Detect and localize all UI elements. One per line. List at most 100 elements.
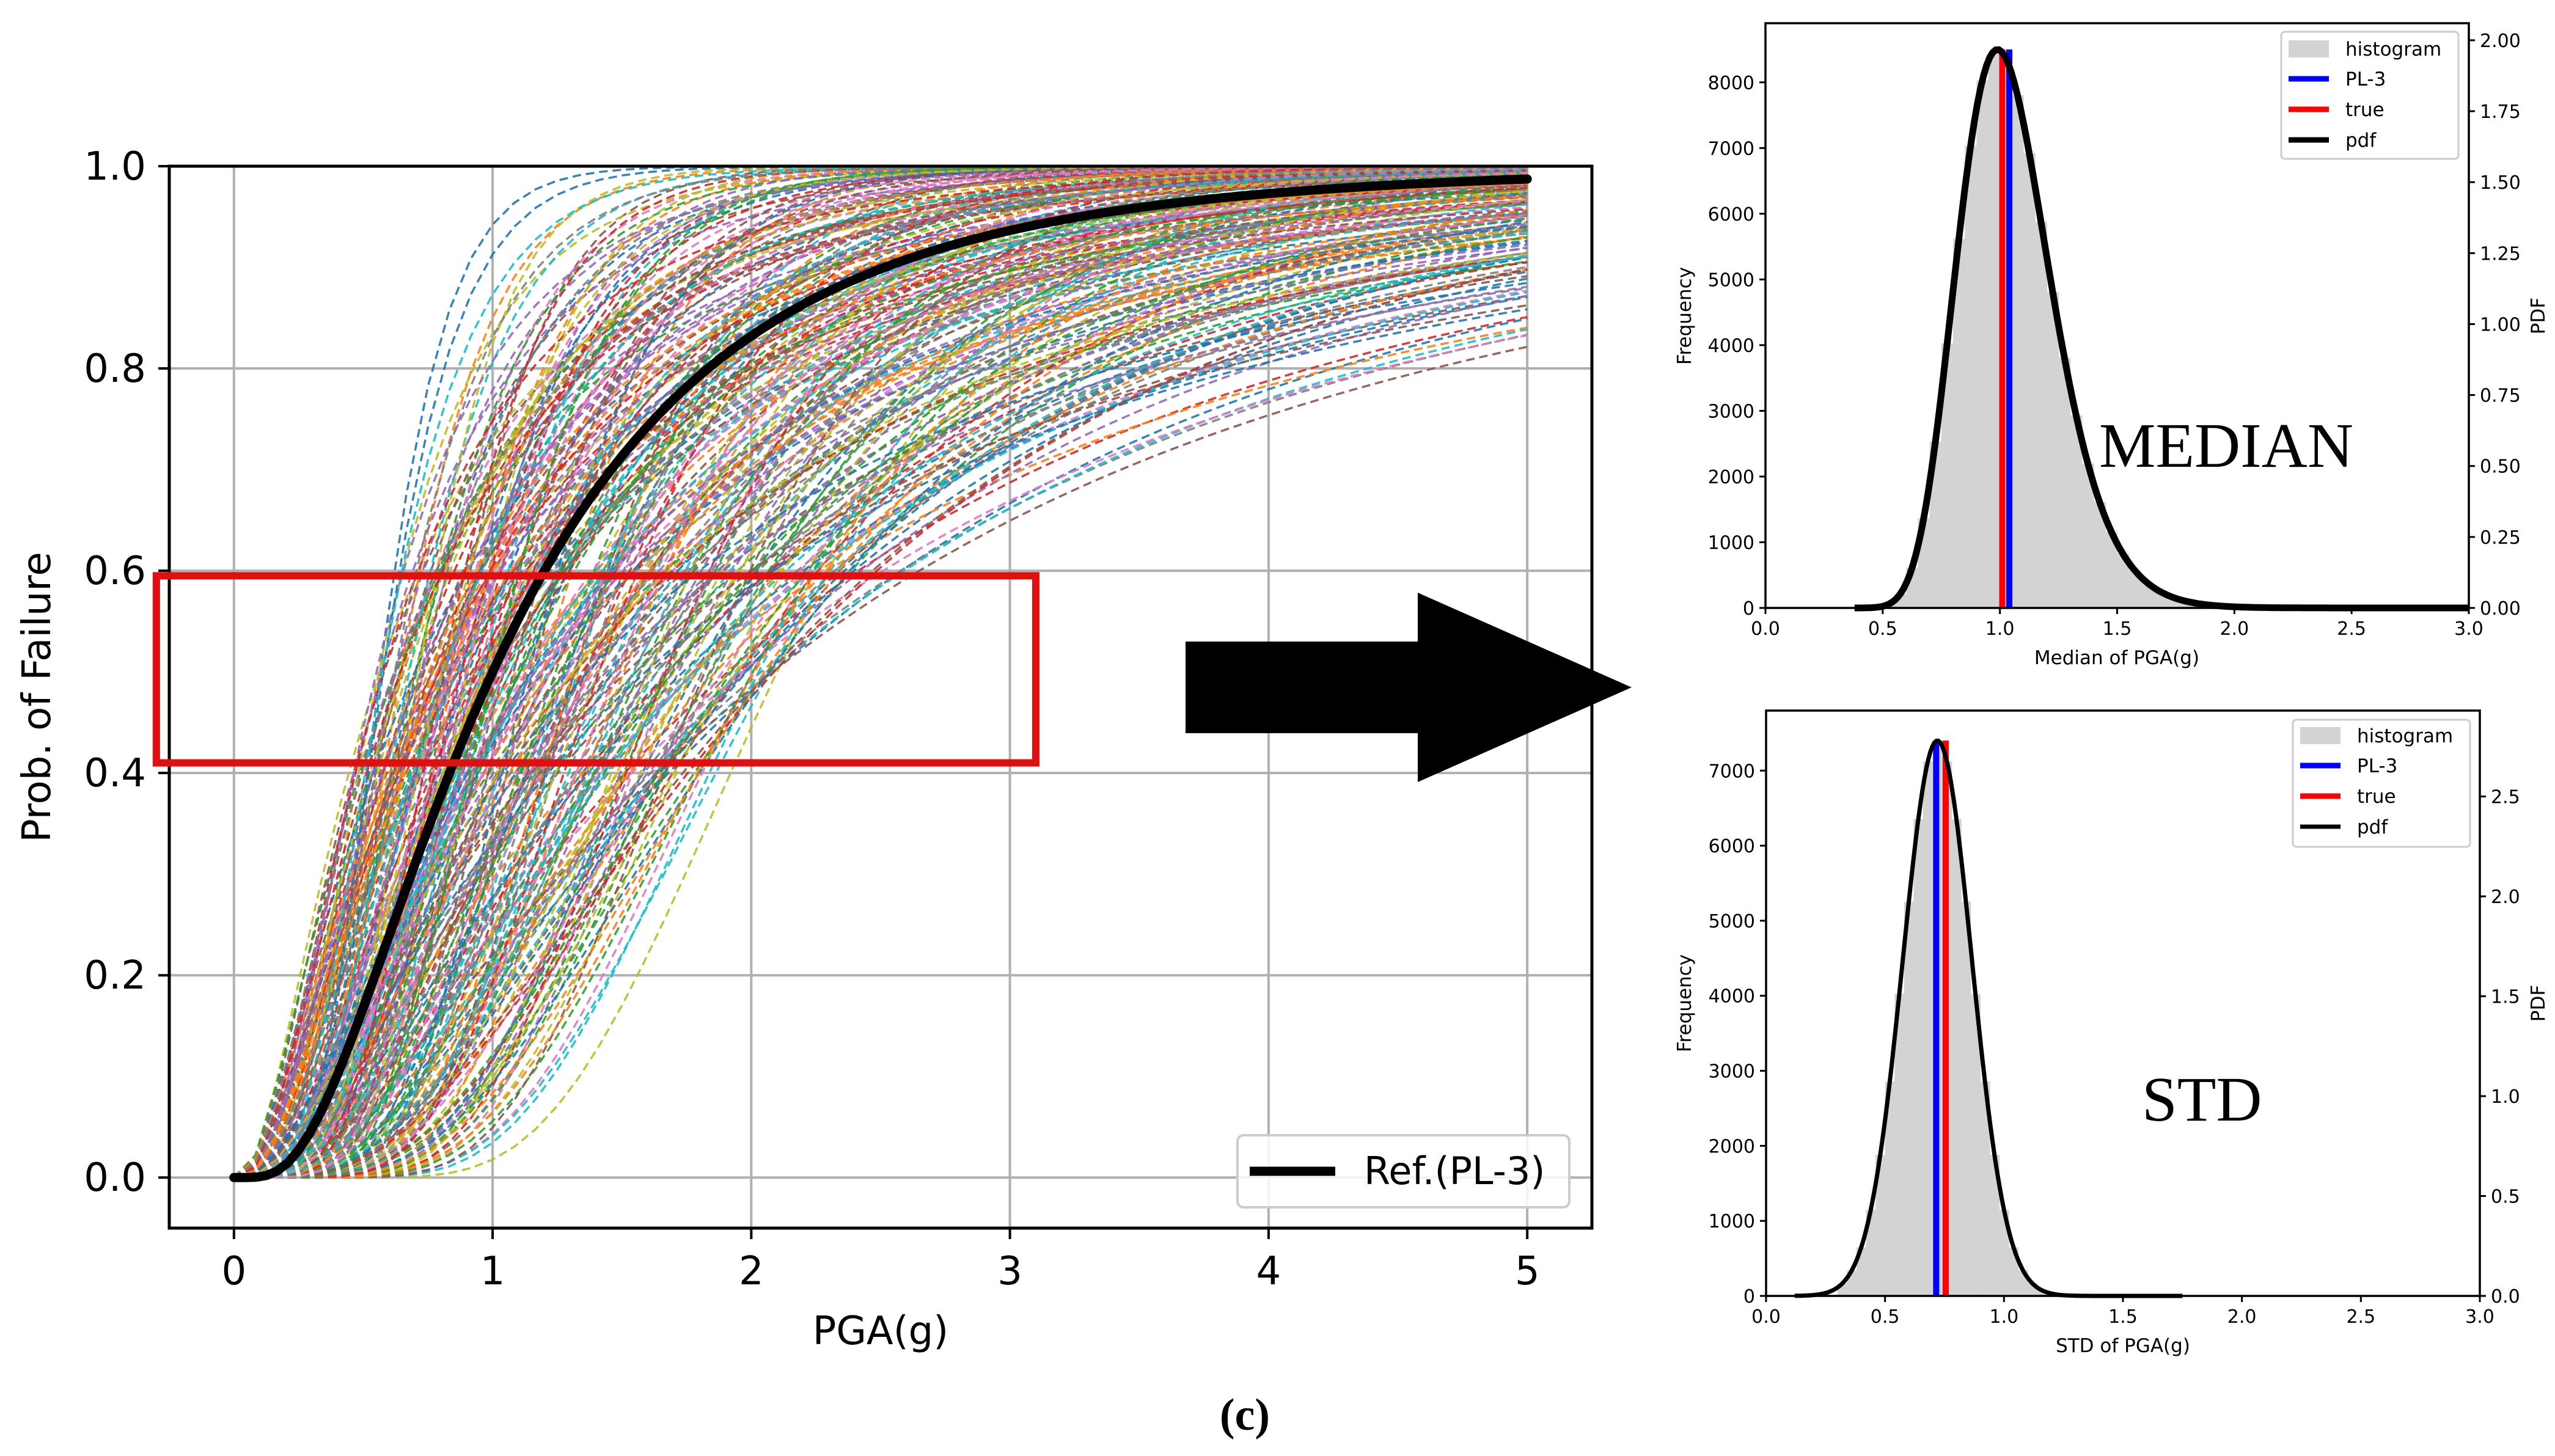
- y2-tick-label: 0.75: [2480, 386, 2521, 407]
- sample-curve: [233, 256, 1528, 1179]
- y-tick-label: 3000: [1709, 1061, 1755, 1083]
- std-y2-axis-label: PDF: [2528, 985, 2550, 1022]
- y-tick-label: 0.0: [84, 1155, 146, 1201]
- sample-curve: [233, 183, 1528, 1179]
- sample-curve: [233, 266, 1528, 1179]
- sample-curve: [233, 166, 1528, 1179]
- median-x-ticks: 0.0 0.5 1.0 1.5 2.0 2.5 3.0: [1751, 608, 2484, 640]
- sample-curve: [233, 188, 1528, 1179]
- histogram-bar: [1904, 901, 1914, 1296]
- sample-curve: [233, 184, 1528, 1179]
- x-tick-label: 3: [997, 1249, 1022, 1294]
- y2-tick-label: 2.00: [2480, 31, 2521, 52]
- histogram-bar: [1913, 819, 1924, 1296]
- x-tick-label: 1.0: [1985, 618, 2015, 640]
- y-tick-label: 0: [1743, 598, 1754, 620]
- legend-true-label: true: [2357, 786, 2396, 808]
- histogram-bar: [1952, 238, 1965, 608]
- sample-curve: [233, 166, 1528, 1179]
- histogram-bar: [1980, 1081, 1990, 1296]
- sample-curve: [233, 277, 1528, 1179]
- figure-caption: (c): [1220, 1390, 1270, 1440]
- reference-curve-pl3: [229, 174, 1532, 1182]
- histogram-bar: [1988, 51, 2001, 609]
- y-tick-label: 4000: [1709, 986, 1755, 1008]
- sample-curve: [233, 244, 1528, 1179]
- legend-pl3-label: PL-3: [2357, 755, 2397, 777]
- sample-curve: [233, 214, 1528, 1179]
- sample-curve: [233, 189, 1528, 1179]
- legend-true-label: true: [2345, 99, 2385, 121]
- median-y-ticks: 0 1000 2000 3000 4000 5000 6000 7000 8000: [1708, 73, 1765, 620]
- fragility-legend: Ref.(PL-3): [1236, 1134, 1571, 1209]
- sample-curve: [233, 236, 1528, 1179]
- histogram-bar: [2035, 221, 2047, 608]
- std-y-ticks: 0 1000 2000 3000 4000 5000 6000 7000: [1709, 761, 1766, 1308]
- histogram-bar: [1875, 1155, 1886, 1296]
- y-tick-label: 1.0: [84, 144, 146, 189]
- x-tick-label: 2.5: [2346, 1306, 2375, 1328]
- histogram-bar: [1989, 1155, 2000, 1296]
- sample-curve: [233, 182, 1528, 1179]
- fragility-x-axis-label: PGA(g): [813, 1309, 949, 1354]
- histogram-bar: [1999, 1210, 2009, 1296]
- x-tick-label: 1.5: [2103, 618, 2132, 640]
- sample-curve: [233, 212, 1528, 1179]
- y-tick-label: 8000: [1708, 73, 1754, 94]
- x-tick-label: 3.0: [2465, 1306, 2495, 1328]
- sample-curve: [233, 214, 1528, 1179]
- sample-curve: [233, 268, 1528, 1179]
- sample-curve: [233, 222, 1528, 1179]
- y-tick-label: 5000: [1709, 911, 1755, 932]
- sample-curve: [233, 171, 1528, 1179]
- y-tick-label: 3000: [1708, 401, 1754, 422]
- histogram-bar: [1965, 145, 1977, 609]
- y-tick-label: 0.6: [84, 549, 146, 594]
- median-annotation: MEDIAN: [2099, 411, 2353, 481]
- histogram-bar: [2081, 463, 2094, 608]
- std-x-ticks: 0.0 0.5 1.0 1.5 2.0 2.5 3.0: [1751, 1296, 2495, 1328]
- sample-curve: [233, 182, 1528, 1179]
- sample-curve: [233, 221, 1528, 1179]
- y-tick-label: 4000: [1708, 335, 1754, 357]
- histogram-bar: [1885, 1081, 1895, 1296]
- y-tick-label: 0: [1743, 1286, 1755, 1308]
- sample-curves: [233, 166, 1528, 1179]
- x-tick-label: 0.0: [1751, 1306, 1781, 1328]
- sample-curve: [233, 166, 1528, 1179]
- sample-curve: [233, 251, 1528, 1179]
- median-x-axis-label: Median of PGA(g): [2034, 647, 2199, 669]
- histogram-bar: [2094, 502, 2106, 608]
- std-annotation: STD: [2142, 1064, 2262, 1135]
- sample-curve: [233, 214, 1528, 1179]
- sample-curve: [233, 334, 1528, 1179]
- sample-curve: [233, 166, 1528, 1179]
- legend-histogram-swatch: [2300, 727, 2341, 744]
- sample-curve: [233, 228, 1528, 1179]
- arrow-right-icon: [1186, 593, 1632, 782]
- fragility-x-ticks: 0 1 2 3 4 5: [221, 1228, 1540, 1294]
- histogram-bar: [1951, 819, 1962, 1296]
- sample-curve: [233, 317, 1528, 1179]
- y-tick-label: 1000: [1709, 1211, 1755, 1232]
- x-tick-label: 0.0: [1751, 618, 1780, 640]
- y-tick-label: 0.8: [84, 346, 146, 392]
- sample-curve: [233, 255, 1528, 1179]
- sample-curve: [233, 166, 1528, 1179]
- sample-curve: [233, 172, 1528, 1179]
- sample-curve: [233, 184, 1528, 1179]
- sample-curve: [233, 177, 1528, 1179]
- std-x-axis-label: STD of PGA(g): [2056, 1335, 2190, 1357]
- y2-tick-label: 0.50: [2480, 456, 2521, 478]
- median-y-axis-label: Frequency: [1674, 267, 1696, 365]
- sample-curve: [233, 182, 1528, 1179]
- legend-histogram-label: histogram: [2345, 38, 2441, 60]
- x-tick-label: 2.5: [2337, 618, 2366, 640]
- sample-curve: [233, 247, 1528, 1179]
- histogram-bar: [2023, 153, 2036, 608]
- fragility-y-axis-label: Prob. of Failure: [15, 552, 60, 842]
- sample-curve: [233, 168, 1528, 1179]
- x-tick-label: 0.5: [1871, 1306, 1900, 1328]
- median-histogram-chart: 0.0 0.5 1.0 1.5 2.0 2.5 3.0 0 1000 2000 3000 4000 5…: [1674, 22, 2550, 669]
- legend-histogram-label: histogram: [2357, 725, 2453, 747]
